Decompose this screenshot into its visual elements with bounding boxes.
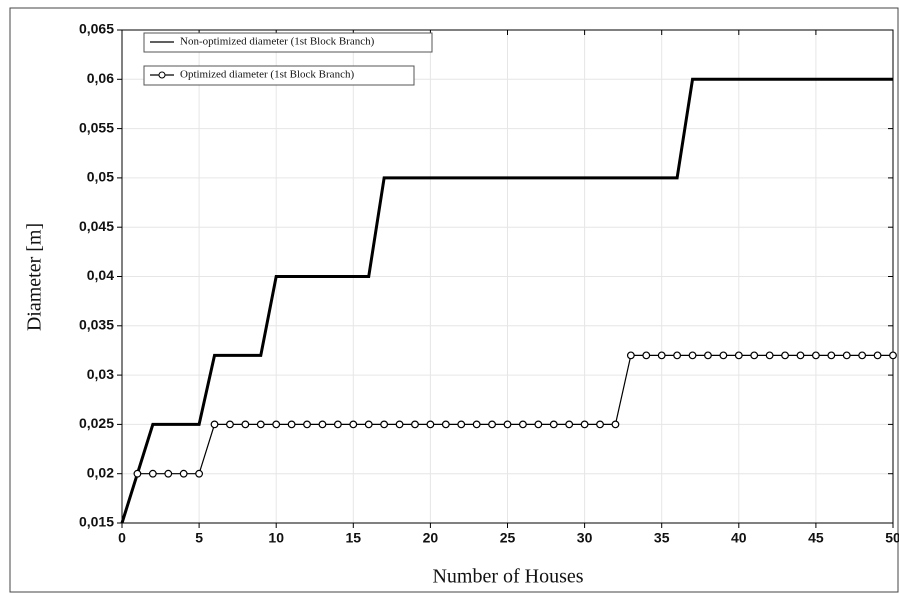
series-marker [534,420,543,429]
series-marker [411,420,419,429]
series-marker [889,351,897,360]
series-marker [318,420,327,429]
series-marker [750,351,759,360]
y-tick-label: 0,02 [87,464,114,480]
series-marker [426,420,435,429]
series-marker [827,351,836,360]
series-marker [256,420,265,429]
series-marker [226,420,234,429]
y-tick-label: 0,025 [79,415,114,431]
series-line [120,77,893,524]
series-marker [472,420,481,429]
series-marker [596,420,604,429]
x-axis-label: Number of Houses [432,566,583,588]
x-tick-label: 25 [500,530,516,546]
series-marker [488,420,496,429]
x-tick-label: 20 [423,530,439,546]
series-marker [704,351,712,360]
series-marker [765,351,774,360]
series-marker [842,351,851,360]
series-marker [812,351,820,360]
series-marker [873,351,882,360]
y-tick-label: 0,05 [87,169,114,185]
series-marker [503,420,512,429]
series-marker [580,420,589,429]
series-marker [626,351,635,360]
series-marker [303,420,311,429]
x-tick-label: 10 [268,530,284,546]
series-marker [210,420,219,429]
series-marker [133,469,142,478]
series-marker [380,420,389,429]
y-tick-label: 0,015 [79,514,114,530]
series-marker [349,420,358,429]
series-marker [287,420,296,429]
axes-box [121,29,894,524]
y-tick-label: 0,04 [87,267,114,283]
y-tick-label: 0,065 [79,21,114,37]
legend-box [143,32,433,53]
series-marker [858,351,867,360]
x-tick-label: 40 [731,530,747,546]
y-tick-label: 0,03 [87,366,114,382]
x-tick-label: 15 [346,530,362,546]
series-marker [272,420,281,429]
legend-label: Optimized diameter (1st Block Branch) [180,69,354,81]
series-marker [688,351,697,360]
y-tick-label: 0,035 [79,317,114,333]
series-marker [781,351,789,360]
series-marker [148,469,157,478]
y-axis-label: Diameter [m] [24,223,46,331]
series-marker [611,420,620,429]
y-tick-label: 0,055 [79,119,114,135]
x-tick-label: 45 [808,530,824,546]
x-tick-label: 50 [885,530,899,546]
series-marker [164,469,173,478]
series-marker [333,420,342,429]
series-marker [657,351,666,360]
series-marker [457,420,466,429]
series-marker [179,469,188,478]
series-marker [441,420,450,429]
series-marker [719,351,728,360]
series-marker [364,420,373,429]
series-marker [565,420,574,429]
x-tick-label: 35 [654,530,670,546]
x-tick-label: 0 [118,530,126,546]
legend-label: Non-optimized diameter (1st Block Branch… [180,36,375,48]
series-marker [519,420,527,429]
series-marker [734,351,743,360]
legend-marker [158,71,166,79]
series-marker [642,351,651,360]
series-marker [796,351,805,360]
x-tick-label: 5 [195,530,203,546]
series-marker [549,420,558,429]
series-marker [673,351,682,360]
series-marker [395,420,404,429]
legend-box [143,65,415,86]
y-tick-label: 0,06 [87,70,114,86]
y-tick-label: 0,045 [79,218,114,234]
series-marker [241,420,250,429]
x-tick-label: 30 [577,530,593,546]
series-marker [195,469,204,478]
